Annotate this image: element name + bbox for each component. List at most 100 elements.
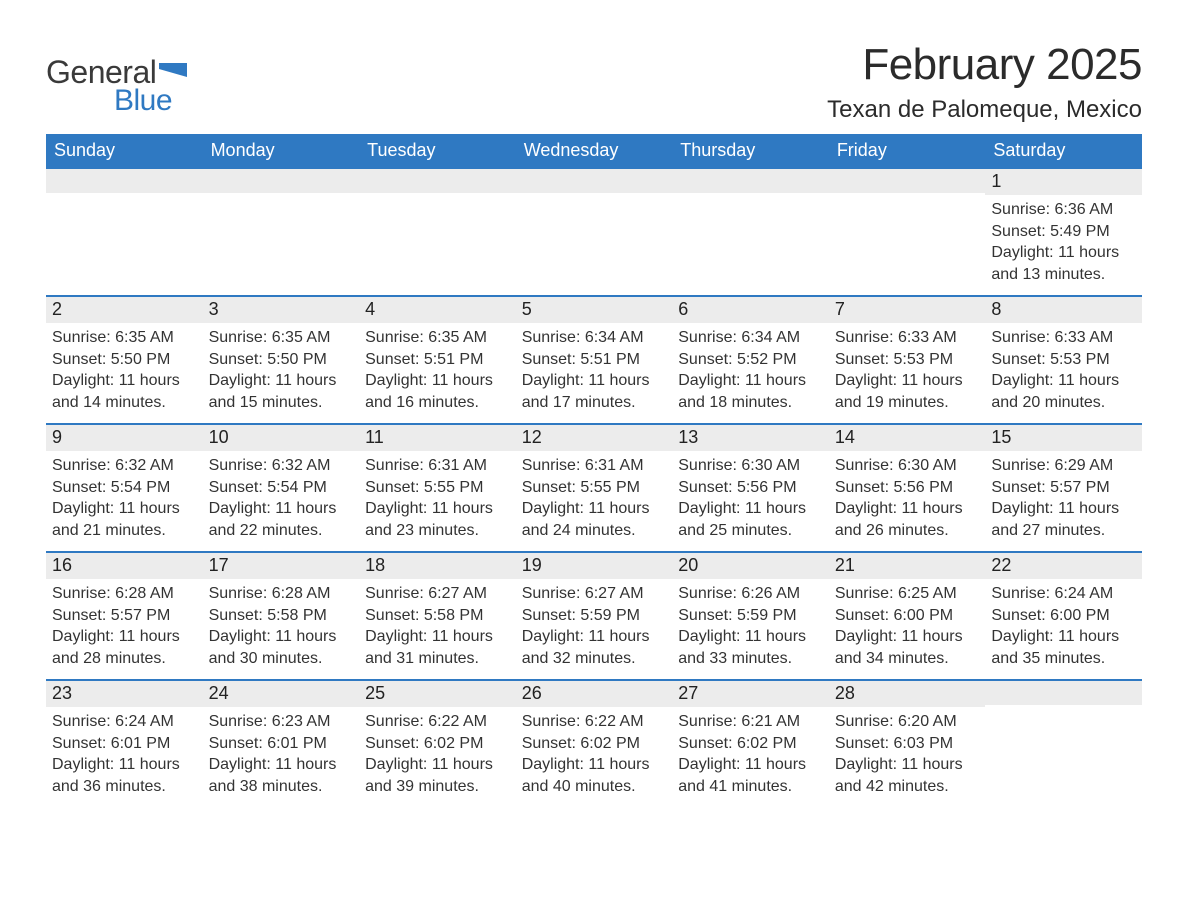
week-row: 16Sunrise: 6:28 AMSunset: 5:57 PMDayligh… xyxy=(46,552,1142,680)
daylight2-text: and 38 minutes. xyxy=(209,776,354,798)
day-details xyxy=(672,193,829,293)
day-details: Sunrise: 6:36 AMSunset: 5:49 PMDaylight:… xyxy=(985,195,1142,295)
daylight2-text: and 40 minutes. xyxy=(522,776,667,798)
sunset-text: Sunset: 6:02 PM xyxy=(522,733,667,755)
daylight1-text: Daylight: 11 hours xyxy=(365,626,510,648)
day-number xyxy=(359,169,516,193)
daylight2-text: and 25 minutes. xyxy=(678,520,823,542)
daylight1-text: Daylight: 11 hours xyxy=(678,754,823,776)
weekday-header: Wednesday xyxy=(516,134,673,169)
daylight2-text: and 26 minutes. xyxy=(835,520,980,542)
daylight1-text: Daylight: 11 hours xyxy=(52,370,197,392)
week-row: 9Sunrise: 6:32 AMSunset: 5:54 PMDaylight… xyxy=(46,424,1142,552)
calendar-table: Sunday Monday Tuesday Wednesday Thursday… xyxy=(46,134,1142,807)
day-cell: 17Sunrise: 6:28 AMSunset: 5:58 PMDayligh… xyxy=(203,552,360,680)
day-number: 24 xyxy=(203,681,360,707)
day-number: 11 xyxy=(359,425,516,451)
weekday-header: Monday xyxy=(203,134,360,169)
day-details: Sunrise: 6:31 AMSunset: 5:55 PMDaylight:… xyxy=(516,451,673,551)
daylight2-text: and 32 minutes. xyxy=(522,648,667,670)
sunset-text: Sunset: 6:02 PM xyxy=(678,733,823,755)
daylight2-text: and 16 minutes. xyxy=(365,392,510,414)
daylight1-text: Daylight: 11 hours xyxy=(522,498,667,520)
day-number xyxy=(203,169,360,193)
day-cell: 10Sunrise: 6:32 AMSunset: 5:54 PMDayligh… xyxy=(203,424,360,552)
brand-text: General Blue xyxy=(46,58,187,114)
daylight1-text: Daylight: 11 hours xyxy=(52,498,197,520)
sunset-text: Sunset: 5:58 PM xyxy=(365,605,510,627)
day-number: 10 xyxy=(203,425,360,451)
sunset-text: Sunset: 5:56 PM xyxy=(835,477,980,499)
sunrise-text: Sunrise: 6:34 AM xyxy=(522,327,667,349)
day-details xyxy=(359,193,516,293)
sunset-text: Sunset: 5:53 PM xyxy=(991,349,1136,371)
day-number: 18 xyxy=(359,553,516,579)
month-title: February 2025 xyxy=(827,40,1142,90)
daylight2-text: and 27 minutes. xyxy=(991,520,1136,542)
day-number: 28 xyxy=(829,681,986,707)
day-details: Sunrise: 6:33 AMSunset: 5:53 PMDaylight:… xyxy=(985,323,1142,423)
day-cell xyxy=(359,169,516,296)
sunrise-text: Sunrise: 6:31 AM xyxy=(522,455,667,477)
day-number: 25 xyxy=(359,681,516,707)
daylight2-text: and 35 minutes. xyxy=(991,648,1136,670)
weekday-header: Sunday xyxy=(46,134,203,169)
day-cell: 13Sunrise: 6:30 AMSunset: 5:56 PMDayligh… xyxy=(672,424,829,552)
daylight2-text: and 41 minutes. xyxy=(678,776,823,798)
daylight1-text: Daylight: 11 hours xyxy=(835,626,980,648)
sunrise-text: Sunrise: 6:24 AM xyxy=(52,711,197,733)
day-cell: 20Sunrise: 6:26 AMSunset: 5:59 PMDayligh… xyxy=(672,552,829,680)
day-cell xyxy=(829,169,986,296)
daylight1-text: Daylight: 11 hours xyxy=(209,626,354,648)
sunrise-text: Sunrise: 6:29 AM xyxy=(991,455,1136,477)
day-cell xyxy=(672,169,829,296)
daylight1-text: Daylight: 11 hours xyxy=(835,498,980,520)
sunset-text: Sunset: 5:59 PM xyxy=(522,605,667,627)
daylight2-text: and 13 minutes. xyxy=(991,264,1136,286)
day-cell: 19Sunrise: 6:27 AMSunset: 5:59 PMDayligh… xyxy=(516,552,673,680)
sunrise-text: Sunrise: 6:32 AM xyxy=(52,455,197,477)
day-cell: 14Sunrise: 6:30 AMSunset: 5:56 PMDayligh… xyxy=(829,424,986,552)
daylight1-text: Daylight: 11 hours xyxy=(365,498,510,520)
daylight2-text: and 15 minutes. xyxy=(209,392,354,414)
day-cell: 11Sunrise: 6:31 AMSunset: 5:55 PMDayligh… xyxy=(359,424,516,552)
sunrise-text: Sunrise: 6:22 AM xyxy=(365,711,510,733)
day-details: Sunrise: 6:35 AMSunset: 5:51 PMDaylight:… xyxy=(359,323,516,423)
day-cell: 15Sunrise: 6:29 AMSunset: 5:57 PMDayligh… xyxy=(985,424,1142,552)
daylight1-text: Daylight: 11 hours xyxy=(678,626,823,648)
sunrise-text: Sunrise: 6:36 AM xyxy=(991,199,1136,221)
day-cell: 21Sunrise: 6:25 AMSunset: 6:00 PMDayligh… xyxy=(829,552,986,680)
weekday-header: Friday xyxy=(829,134,986,169)
daylight2-text: and 36 minutes. xyxy=(52,776,197,798)
day-cell xyxy=(985,680,1142,807)
day-cell: 16Sunrise: 6:28 AMSunset: 5:57 PMDayligh… xyxy=(46,552,203,680)
daylight2-text: and 20 minutes. xyxy=(991,392,1136,414)
daylight2-text: and 23 minutes. xyxy=(365,520,510,542)
sunrise-text: Sunrise: 6:35 AM xyxy=(52,327,197,349)
daylight1-text: Daylight: 11 hours xyxy=(365,370,510,392)
sunset-text: Sunset: 5:58 PM xyxy=(209,605,354,627)
sunrise-text: Sunrise: 6:35 AM xyxy=(209,327,354,349)
day-number: 23 xyxy=(46,681,203,707)
sunrise-text: Sunrise: 6:24 AM xyxy=(991,583,1136,605)
day-cell xyxy=(516,169,673,296)
sunrise-text: Sunrise: 6:25 AM xyxy=(835,583,980,605)
day-cell: 2Sunrise: 6:35 AMSunset: 5:50 PMDaylight… xyxy=(46,296,203,424)
sunset-text: Sunset: 5:53 PM xyxy=(835,349,980,371)
daylight1-text: Daylight: 11 hours xyxy=(52,754,197,776)
day-details xyxy=(516,193,673,293)
day-number: 20 xyxy=(672,553,829,579)
day-number: 2 xyxy=(46,297,203,323)
day-number: 27 xyxy=(672,681,829,707)
sunset-text: Sunset: 6:01 PM xyxy=(52,733,197,755)
day-number: 3 xyxy=(203,297,360,323)
day-details: Sunrise: 6:35 AMSunset: 5:50 PMDaylight:… xyxy=(46,323,203,423)
day-cell: 3Sunrise: 6:35 AMSunset: 5:50 PMDaylight… xyxy=(203,296,360,424)
day-details: Sunrise: 6:30 AMSunset: 5:56 PMDaylight:… xyxy=(672,451,829,551)
daylight1-text: Daylight: 11 hours xyxy=(678,498,823,520)
day-number: 21 xyxy=(829,553,986,579)
sunrise-text: Sunrise: 6:27 AM xyxy=(365,583,510,605)
daylight2-text: and 28 minutes. xyxy=(52,648,197,670)
sunset-text: Sunset: 5:54 PM xyxy=(52,477,197,499)
sunset-text: Sunset: 5:59 PM xyxy=(678,605,823,627)
